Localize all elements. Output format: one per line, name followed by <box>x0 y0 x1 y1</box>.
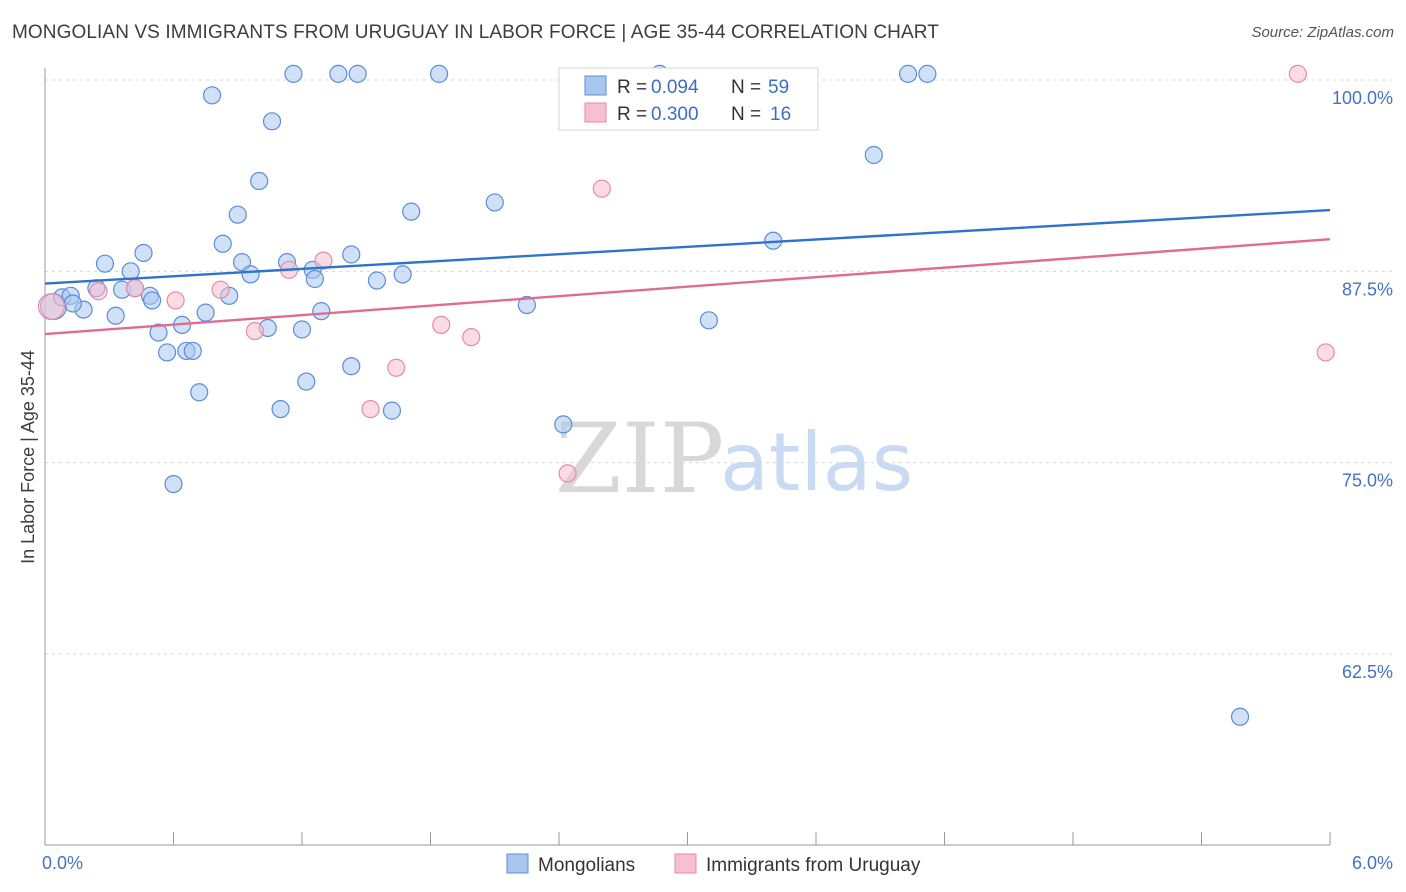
mongolians-trend-line <box>44 208 1331 285</box>
mongolians-point-23 <box>228 205 247 224</box>
mongolians-point-47 <box>554 415 573 434</box>
mongolians-point-39 <box>348 64 367 83</box>
mongolians-point-20 <box>202 86 222 105</box>
legend-n-label-1: N = <box>731 104 761 125</box>
series-legend: Mongolians Immigrants from Uruguay <box>506 853 921 876</box>
mongolians-point-18 <box>190 383 209 402</box>
stats-legend: R = 0.094 N = 59 R = 0.300 N = 16 <box>558 67 819 131</box>
series-legend-label-mongolians: Mongolians <box>538 855 635 876</box>
watermark-zip-text: ZIP <box>555 403 724 515</box>
watermark: ZIP atlas <box>555 403 913 515</box>
legend-n-value-1: 16 <box>770 104 791 125</box>
y-tick-label-3: 62.5% <box>1342 662 1393 682</box>
mongolians-point-10 <box>134 243 153 263</box>
mongolians-point-42 <box>393 265 412 284</box>
mongolians-point-45 <box>485 193 504 212</box>
mongolians-point-5 <box>95 254 115 273</box>
legend-n-label-0: N = <box>731 77 761 98</box>
trend-lines <box>44 208 1331 336</box>
mongolians-point-54 <box>918 64 937 83</box>
source-credit: Source: ZipAtlas.com <box>1251 24 1394 41</box>
mongolians-point-55 <box>1230 707 1250 726</box>
mongolians-point-12 <box>149 323 168 342</box>
legend-n-value-0: 59 <box>768 77 789 98</box>
uruguay-trend-line <box>44 237 1331 336</box>
uruguay-point-11 <box>462 328 481 347</box>
uruguay-point-9 <box>387 358 406 377</box>
uruguay-point-13 <box>592 179 611 198</box>
y-tick-label-2: 75.0% <box>1342 471 1393 491</box>
series-uruguay-points <box>37 64 1335 483</box>
uruguay-point-1 <box>89 282 108 301</box>
mongolians-point-52 <box>864 145 883 165</box>
uruguay-point-15 <box>1316 343 1335 362</box>
y-tick-label-1: 87.5% <box>1342 279 1393 299</box>
mongolians-point-53 <box>898 64 918 83</box>
mongolians-point-40 <box>367 271 387 290</box>
mongolians-point-19 <box>196 303 215 322</box>
mongolians-point-29 <box>271 399 290 419</box>
mongolians-point-28 <box>262 112 282 131</box>
x-tick-label-1: 6.0% <box>1352 853 1393 873</box>
series-mongolians-points <box>39 64 1250 726</box>
uruguay-point-10 <box>432 315 451 335</box>
mongolians-point-44 <box>429 64 449 83</box>
y-tick-label-0: 100.0% <box>1332 88 1393 108</box>
mongolians-point-58 <box>142 291 162 310</box>
legend-swatch-uruguay <box>584 102 607 123</box>
mongolians-point-43 <box>402 202 421 221</box>
mongolians-point-33 <box>297 372 316 391</box>
chart-title: MONGOLIAN VS IMMIGRANTS FROM URUGUAY IN … <box>12 22 939 43</box>
legend-r-value-0: 0.094 <box>651 77 699 98</box>
mongolians-point-50 <box>699 311 719 330</box>
series-legend-label-uruguay: Immigrants from Uruguay <box>706 855 921 876</box>
mongolians-point-46 <box>517 295 536 315</box>
legend-r-value-1: 0.300 <box>651 104 699 125</box>
mongolians-point-57 <box>63 294 82 313</box>
mongolians-point-31 <box>284 64 303 83</box>
uruguay-point-14 <box>1288 64 1307 83</box>
uruguay-point-5 <box>245 321 264 341</box>
x-tick-label-0: 0.0% <box>42 853 83 873</box>
legend-swatch-mongolians <box>584 75 607 96</box>
mongolians-point-25 <box>241 265 260 284</box>
mongolians-point-17 <box>183 341 202 361</box>
mongolians-point-37 <box>342 357 361 376</box>
mongolians-point-56 <box>305 269 324 289</box>
mongolians-point-35 <box>312 302 331 321</box>
legend-r-label-1: R = <box>617 104 647 125</box>
mongolians-point-32 <box>292 320 312 339</box>
uruguay-point-4 <box>211 280 230 299</box>
uruguay-point-3 <box>166 291 185 310</box>
series-legend-swatch-uruguay <box>674 853 697 874</box>
mongolians-point-38 <box>342 245 361 264</box>
legend-r-label-0: R = <box>617 77 647 98</box>
y-axis-title: In Labor Force | Age 35-44 <box>18 350 38 564</box>
mongolians-point-41 <box>382 401 402 420</box>
x-axis-tick-labels: 0.0% 6.0% <box>42 853 1393 873</box>
mongolians-point-26 <box>250 171 269 191</box>
mongolians-point-14 <box>164 474 183 494</box>
uruguay-point-8 <box>361 399 380 419</box>
series-legend-swatch-mongolians <box>506 853 529 874</box>
uruguay-point-7 <box>314 251 333 270</box>
mongolians-point-13 <box>157 343 177 362</box>
x-axis-ticks <box>173 832 1331 845</box>
gridlines <box>45 79 1392 655</box>
mongolians-point-6 <box>106 306 125 325</box>
mongolians-point-36 <box>329 64 348 83</box>
uruguay-point-2 <box>125 279 145 298</box>
y-axis-tick-labels: 100.0% 87.5% 75.0% 62.5% <box>1332 88 1393 682</box>
uruguay-point-12 <box>558 464 577 483</box>
mongolians-point-21 <box>213 234 232 253</box>
uruguay-point-0 <box>37 292 66 321</box>
